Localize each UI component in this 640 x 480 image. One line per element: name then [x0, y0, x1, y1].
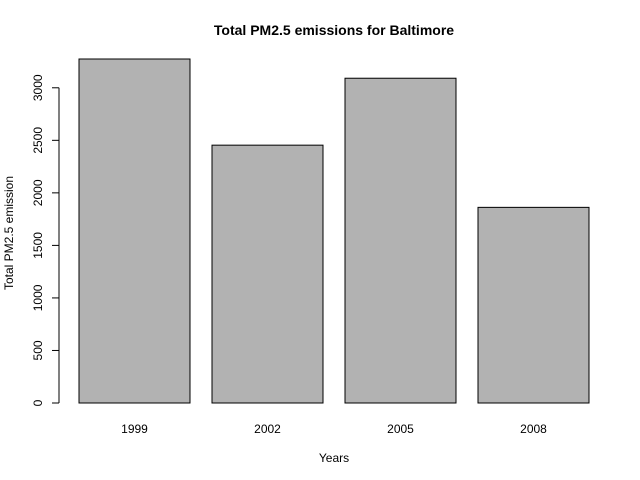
bar-2002: [211, 144, 324, 404]
y-tick-label-1000: 1000: [31, 284, 45, 311]
y-tick-label-500: 500: [31, 340, 45, 360]
x-tick-label-2008: 2008: [520, 422, 547, 436]
x-tick-labels: 1999 2002 2005 2008: [121, 422, 547, 436]
y-tick-label-2500: 2500: [31, 127, 45, 154]
bar-1999: [78, 58, 191, 404]
y-tick-label-1500: 1500: [31, 232, 45, 259]
bar-2008: [477, 206, 590, 404]
x-tick-label-2005: 2005: [387, 422, 414, 436]
x-tick-label-1999: 1999: [121, 422, 148, 436]
y-axis-label: Total PM2.5 emission: [2, 176, 16, 290]
bar-2005: [344, 77, 457, 404]
y-tick-label-0: 0: [31, 399, 45, 406]
x-axis-label: Years: [319, 451, 349, 465]
y-axis: 0 500 1000 1500 2000 2500 3000: [31, 74, 60, 406]
chart-title: Total PM2.5 emissions for Baltimore: [214, 22, 454, 38]
y-tick-label-3000: 3000: [31, 74, 45, 101]
x-tick-label-2002: 2002: [254, 422, 281, 436]
bar-group: [78, 58, 590, 404]
y-tick-label-2000: 2000: [31, 179, 45, 206]
